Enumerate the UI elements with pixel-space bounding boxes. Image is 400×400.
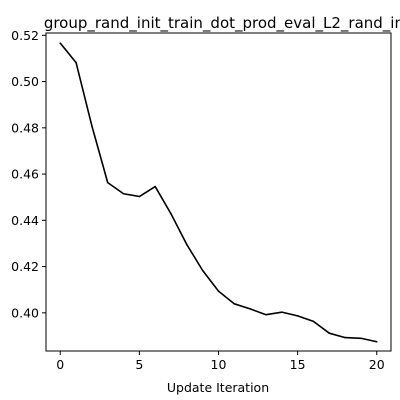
data-point — [170, 213, 172, 215]
y-tick-label: 0.42 — [11, 259, 39, 274]
data-point — [296, 315, 299, 317]
y-tick-label: 0.52 — [11, 28, 39, 43]
x-axis: 0 5 10 15 20 — [56, 351, 385, 372]
y-tick-label: 0.40 — [11, 305, 39, 320]
series-line — [59, 42, 377, 343]
data-point — [233, 303, 236, 305]
y-tick-label: 0.48 — [11, 120, 39, 135]
plot-area — [45, 32, 392, 352]
chart-title: group_rand_init_train_dot_prod_eval_L2_r… — [44, 14, 400, 33]
y-tick-label: 0.50 — [11, 74, 39, 89]
data-point — [75, 61, 77, 64]
data-point — [59, 42, 62, 44]
data-point — [375, 340, 378, 343]
data-point — [217, 290, 220, 292]
series-layer — [59, 42, 378, 343]
data-point — [91, 125, 93, 127]
data-point — [360, 337, 362, 340]
y-axis: 0.40 0.42 0.44 0.46 0.48 0.50 0.52 — [11, 28, 46, 320]
x-tick-label: 0 — [56, 357, 64, 372]
data-point — [344, 336, 346, 339]
x-tick-label: 5 — [135, 357, 143, 372]
data-point — [186, 243, 188, 246]
x-tick-label: 10 — [211, 357, 227, 372]
data-point — [201, 269, 204, 272]
x-tick-label: 15 — [290, 357, 306, 372]
data-point — [328, 332, 331, 334]
axes-frame — [45, 32, 392, 352]
data-point — [312, 320, 315, 323]
data-point — [249, 308, 251, 310]
data-point — [281, 311, 283, 313]
data-point — [122, 192, 125, 195]
y-tick-label: 0.46 — [11, 167, 39, 182]
data-point — [138, 195, 141, 198]
x-axis-label: Update Iteration — [167, 380, 269, 395]
x-tick-label: 20 — [369, 357, 385, 372]
y-tick-label: 0.44 — [11, 213, 39, 228]
data-point — [265, 313, 267, 316]
data-point — [154, 185, 156, 188]
data-point — [106, 181, 109, 184]
